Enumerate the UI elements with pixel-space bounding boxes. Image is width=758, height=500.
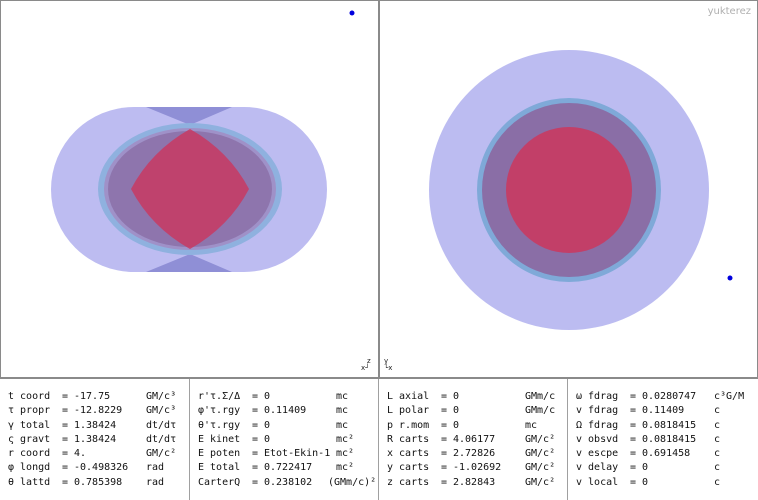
inner-core-disc [506, 127, 632, 253]
readout-row: τ propr = -12.8229 GM/c³ [8, 405, 177, 417]
readout-column-2: r'τ.Σ/Δ = 0 mc φ'τ.rgy = 0.11409 mc θ'τ.rgy = 0 m… [190, 379, 379, 500]
axis-label-x-corner: x┘ [361, 364, 370, 372]
readout-panel: t coord = -17.75 GM/c³ τ propr = -12.8229 GM/c… [0, 378, 758, 500]
readout-row: v fdrag = 0.11409 c [576, 405, 721, 417]
readout-row: t coord = -17.75 GM/c³ [8, 391, 177, 402]
readout-row: Ω fdrag = 0.0818415 c [576, 419, 721, 431]
readout-row: z carts = 2.82843 GM/c² [387, 476, 556, 488]
upper-polar-cap [146, 107, 232, 125]
readout-row: E total = 0.722417 mc² [198, 462, 355, 474]
readout-column-4: ω fdrag = 0.0280747 c³G/M v fdrag = 0.11409 c … [568, 379, 758, 500]
readout-row: v obsvd = 0.0818415 c [576, 433, 721, 445]
readout-row: x carts = 2.72826 GM/c² [387, 448, 556, 460]
readout-row: θ lattd = 0.785398 rad [8, 476, 165, 488]
readout-row: y carts = -1.02692 GM/c² [387, 462, 556, 474]
readout-row: r'τ.Σ/Δ = 0 mc [198, 391, 349, 402]
readout-row: θ'τ.rgy = 0 mc [198, 419, 349, 431]
side-view-render [51, 107, 327, 272]
axis-label-x-corner: └x [384, 364, 393, 372]
readout-row: ς gravt = 1.38424 dt/dτ [8, 433, 177, 445]
readout-row: φ longd = -0.498326 rad [8, 462, 165, 474]
particle-marker-right [727, 275, 733, 281]
readout-row: γ total = 1.38424 dt/dτ [8, 419, 177, 431]
inner-ergosphere-lens [131, 129, 249, 249]
watermark-label: yukterez [707, 6, 751, 17]
readout-row: v local = 0 c [576, 476, 721, 488]
readout-row: L axial = 0 GMm/c [387, 391, 556, 402]
readout-row: v delay = 0 c [576, 462, 721, 474]
readout-row: r coord = 4. GM/c² [8, 448, 177, 460]
lower-polar-cap [146, 254, 232, 272]
axis-label-z: z [367, 357, 371, 365]
side-view-viewport[interactable]: z x┘ [0, 0, 379, 378]
readout-row: CarterQ = 0.238102 (GMm/c)² [198, 476, 377, 488]
top-view-viewport[interactable]: yukterez y └x [379, 0, 758, 378]
readout-row: ω fdrag = 0.0280747 c³G/M [576, 391, 745, 402]
readout-row: φ'τ.rgy = 0.11409 mc [198, 405, 349, 417]
readout-row: R carts = 4.06177 GM/c² [387, 433, 556, 445]
readout-row: v escpe = 0.691458 c [576, 448, 721, 460]
readout-row: E kinet = 0 mc² [198, 433, 355, 445]
readout-column-3: L axial = 0 GMm/c L polar = 0 GMm/c p r.mom = 0 m… [379, 379, 568, 500]
top-view-render [429, 50, 733, 330]
readout-column-1: t coord = -17.75 GM/c³ τ propr = -12.8229 GM/c… [0, 379, 190, 500]
readout-row: E poten = Etot-Ekin-1 mc² [198, 448, 355, 460]
axis-label-y: y [384, 357, 389, 365]
readout-row: L polar = 0 GMm/c [387, 405, 556, 417]
readout-row: p r.mom = 0 mc [387, 419, 538, 431]
